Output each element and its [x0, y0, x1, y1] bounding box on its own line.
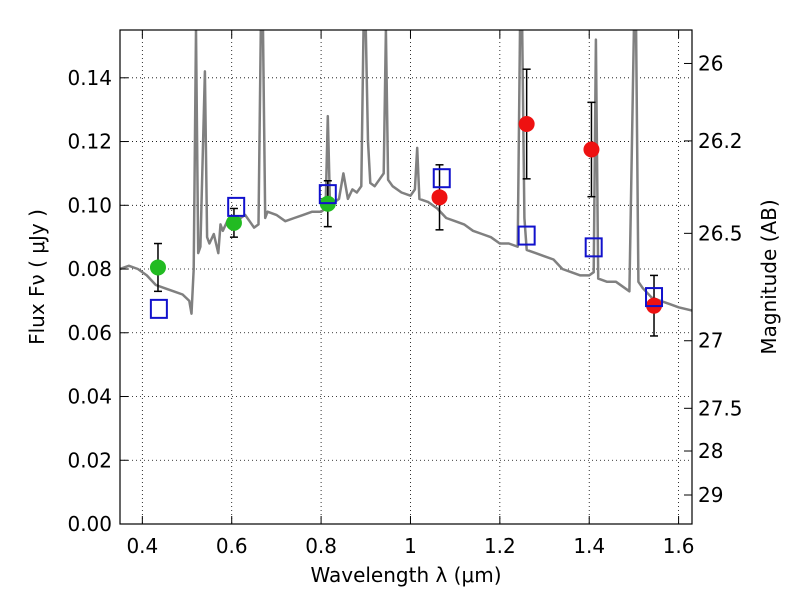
y2-tick-label: 27 [698, 329, 723, 353]
y-tick-label: 0.14 [67, 66, 112, 90]
x-axis-label: Wavelength λ (μm) [310, 563, 501, 587]
x-tick-label: 0.4 [126, 534, 158, 558]
data-point-square [517, 225, 536, 246]
x-tick-label: 1.4 [573, 534, 605, 558]
data-point-square [584, 237, 603, 258]
model-spectrum-layer [120, 30, 692, 315]
data-point-circle [518, 116, 535, 133]
y-tick-label: 0.12 [67, 130, 112, 154]
data-point-square [227, 196, 246, 217]
data-point-square [149, 298, 168, 319]
data-point-circle [583, 141, 600, 158]
plot-frame [119, 29, 693, 525]
y2-tick-label: 28 [698, 439, 723, 463]
data-point-square [318, 184, 337, 205]
y2-tick-label: 26.5 [698, 221, 743, 245]
y-tick-label: 0.00 [67, 512, 112, 536]
y-tick-label: 0.04 [67, 385, 112, 409]
data-point-circle [225, 214, 242, 231]
y2-tick-label: 27.5 [698, 396, 743, 420]
data-point-circle [149, 259, 166, 276]
y-tick-label: 0.08 [67, 257, 112, 281]
data-point-circle [431, 189, 448, 206]
x-tick-label: 1.6 [663, 534, 695, 558]
y2-tick-label: 26 [698, 51, 723, 75]
y2-tick-label: 29 [698, 483, 723, 507]
y-axis-label: Flux Fν ( μJy ) [25, 209, 49, 345]
y2-axis-label: Magnitude (AB) [757, 199, 781, 354]
data-point-square [645, 287, 664, 308]
x-tick-label: 0.8 [305, 534, 337, 558]
y-tick-label: 0.10 [67, 193, 112, 217]
photometry-points-layer [149, 68, 664, 337]
x-tick-label: 1 [404, 534, 417, 558]
y-tick-label: 0.06 [67, 321, 112, 345]
y2-tick-label: 26.2 [698, 129, 743, 153]
x-tick-label: 0.6 [216, 534, 248, 558]
model-spectrum-line [120, 30, 692, 315]
y-tick-label: 0.02 [67, 448, 112, 472]
x-tick-label: 1.2 [484, 534, 516, 558]
data-point-square [432, 168, 451, 189]
axis-ticks-layer: 0.4 0.6 0.8 1 1.2 1.4 1.6 0.00 0.02 0.04 0.06 0.08 0… [67, 30, 743, 558]
